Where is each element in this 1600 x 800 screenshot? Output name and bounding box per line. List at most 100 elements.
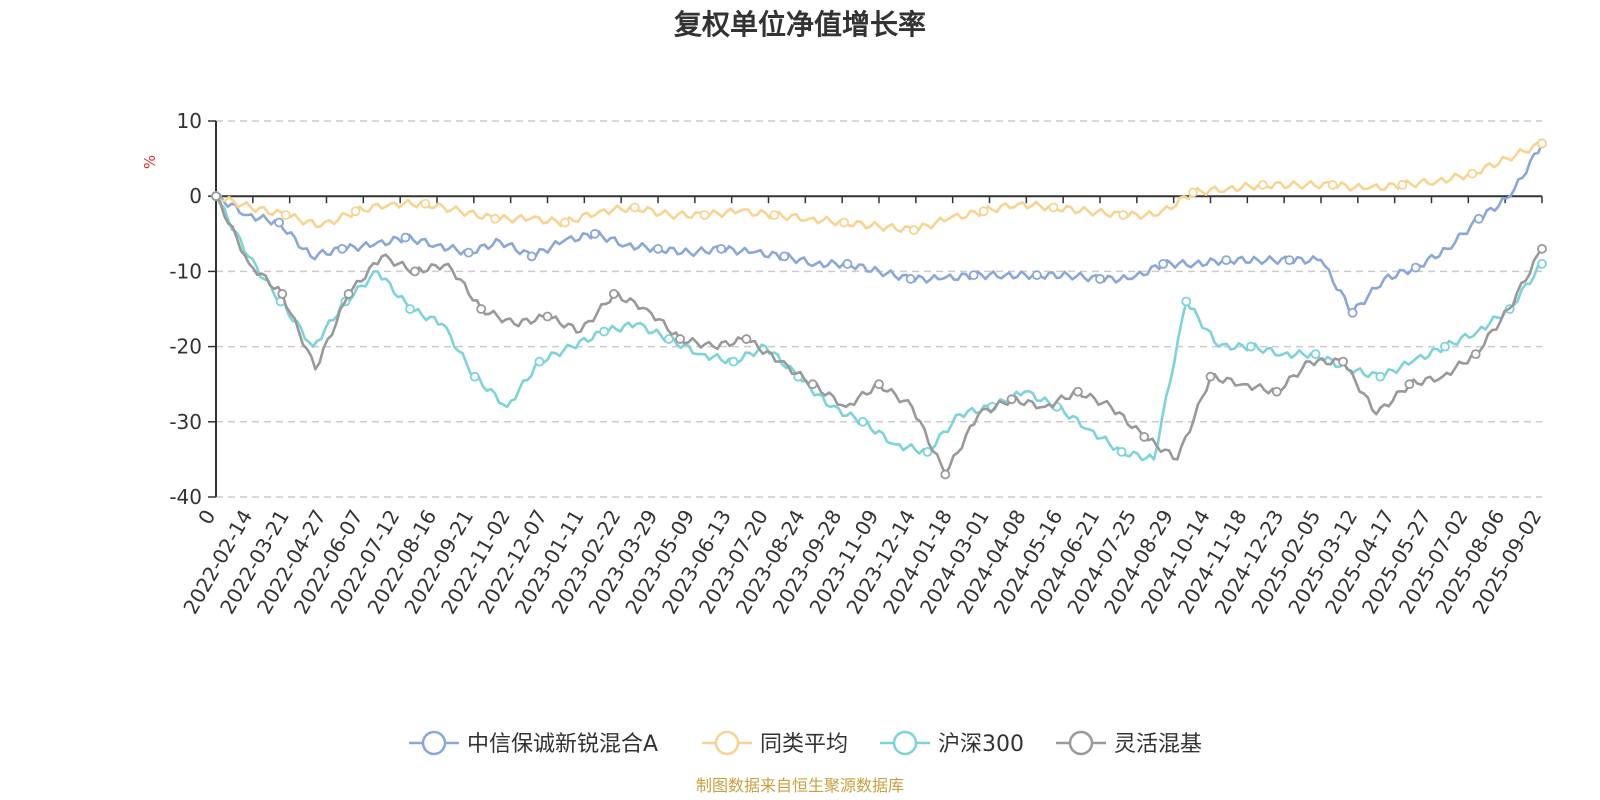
chart-title: 复权单位净值增长率	[674, 8, 926, 41]
series-point	[653, 243, 663, 254]
legend-marker	[1068, 730, 1094, 756]
series-line	[214, 195, 1543, 462]
series-point	[807, 379, 818, 390]
series-point	[589, 228, 600, 239]
legend-item[interactable]: 中信保诚新锐混合A	[409, 730, 658, 757]
series-point	[857, 416, 868, 427]
series-point	[741, 334, 752, 344]
series-point	[699, 210, 710, 220]
series-point	[274, 217, 285, 228]
series-point	[350, 206, 361, 217]
series-point	[779, 251, 790, 262]
series-point	[608, 289, 619, 299]
series-point	[842, 258, 853, 269]
series-point	[839, 217, 850, 228]
x-tick-label: 0	[193, 506, 220, 529]
series-point	[968, 270, 979, 281]
y-tick-label: -40	[169, 485, 202, 509]
series-point	[1537, 243, 1547, 254]
series-point	[1397, 180, 1408, 190]
series-point	[675, 334, 685, 344]
series-point	[1410, 262, 1421, 273]
series-point	[1271, 386, 1282, 397]
legend-marker	[714, 730, 740, 756]
legend-label: 同类平均	[760, 732, 848, 757]
series-point	[476, 304, 487, 314]
y-tick-label: -10	[169, 259, 202, 283]
legend-marker	[421, 730, 447, 756]
series-point	[1347, 307, 1358, 318]
series-point	[405, 304, 415, 314]
series-line	[214, 195, 1544, 476]
series-point	[211, 191, 221, 202]
series-point	[400, 232, 411, 243]
series-point	[1073, 386, 1083, 397]
series-point	[1139, 431, 1150, 442]
series-point	[1404, 379, 1415, 390]
series-point	[1116, 446, 1127, 457]
series-point	[728, 356, 739, 367]
series-point	[542, 311, 553, 322]
legend-marker	[892, 730, 918, 756]
series-point	[534, 356, 545, 367]
series-point	[1181, 296, 1192, 307]
series-point	[1327, 180, 1338, 190]
series-point	[1158, 258, 1169, 269]
series-point	[922, 446, 933, 457]
series-point	[1338, 356, 1348, 367]
series-line	[215, 141, 1543, 233]
series-point	[1470, 349, 1481, 360]
series-point	[560, 217, 570, 228]
series-point	[874, 379, 884, 390]
series-point	[469, 371, 480, 382]
series-point	[1095, 274, 1105, 284]
y-axis-unit: %	[141, 155, 159, 169]
series-line	[215, 143, 1544, 315]
series-point	[940, 469, 951, 480]
series-point	[663, 334, 674, 344]
series-point	[1246, 341, 1256, 352]
legend[interactable]: 中信保诚新锐混合A 同类平均 沪深300 灵活混基	[409, 730, 1202, 757]
series-lines	[211, 138, 1547, 480]
legend-item[interactable]: 沪深300	[880, 730, 1024, 757]
series-point	[1118, 210, 1129, 220]
legend-label: 灵活混基	[1114, 732, 1202, 757]
series-point	[1188, 187, 1198, 198]
series-point	[1310, 349, 1321, 360]
series-point	[1440, 341, 1450, 352]
y-tick-label: 10	[177, 109, 202, 133]
series-point	[978, 206, 989, 217]
series-point	[1375, 371, 1386, 382]
series-point	[908, 225, 919, 235]
series-point	[1048, 202, 1059, 213]
series-point	[1031, 270, 1042, 281]
source-note: 制图数据来自恒生聚源数据库	[696, 776, 904, 795]
y-tick-label: 0	[189, 184, 202, 208]
series-point	[716, 243, 727, 254]
series-point	[1537, 138, 1547, 149]
legend-item[interactable]: 灵活混基	[1056, 730, 1202, 757]
series-point	[337, 243, 348, 254]
series-point	[1537, 258, 1547, 269]
legend-label: 中信保诚新锐混合A	[467, 732, 658, 757]
y-tick-label: -30	[169, 410, 202, 434]
series-point	[629, 202, 640, 213]
series-point	[1284, 255, 1295, 266]
series-point	[490, 213, 501, 224]
series-point	[343, 289, 354, 299]
series-point	[280, 210, 291, 220]
series-point	[1221, 255, 1232, 266]
series-point	[1473, 213, 1484, 224]
series-point	[526, 251, 537, 262]
series-point	[463, 247, 474, 258]
series-point	[1467, 168, 1478, 179]
series-point	[769, 210, 780, 220]
series-point	[599, 326, 609, 337]
series-point	[277, 289, 288, 299]
series-point	[420, 198, 431, 209]
legend-item[interactable]: 同类平均	[702, 730, 848, 757]
y-tick-label: -20	[169, 335, 202, 359]
series-point	[1006, 394, 1017, 405]
legend-label: 沪深300	[938, 732, 1024, 757]
